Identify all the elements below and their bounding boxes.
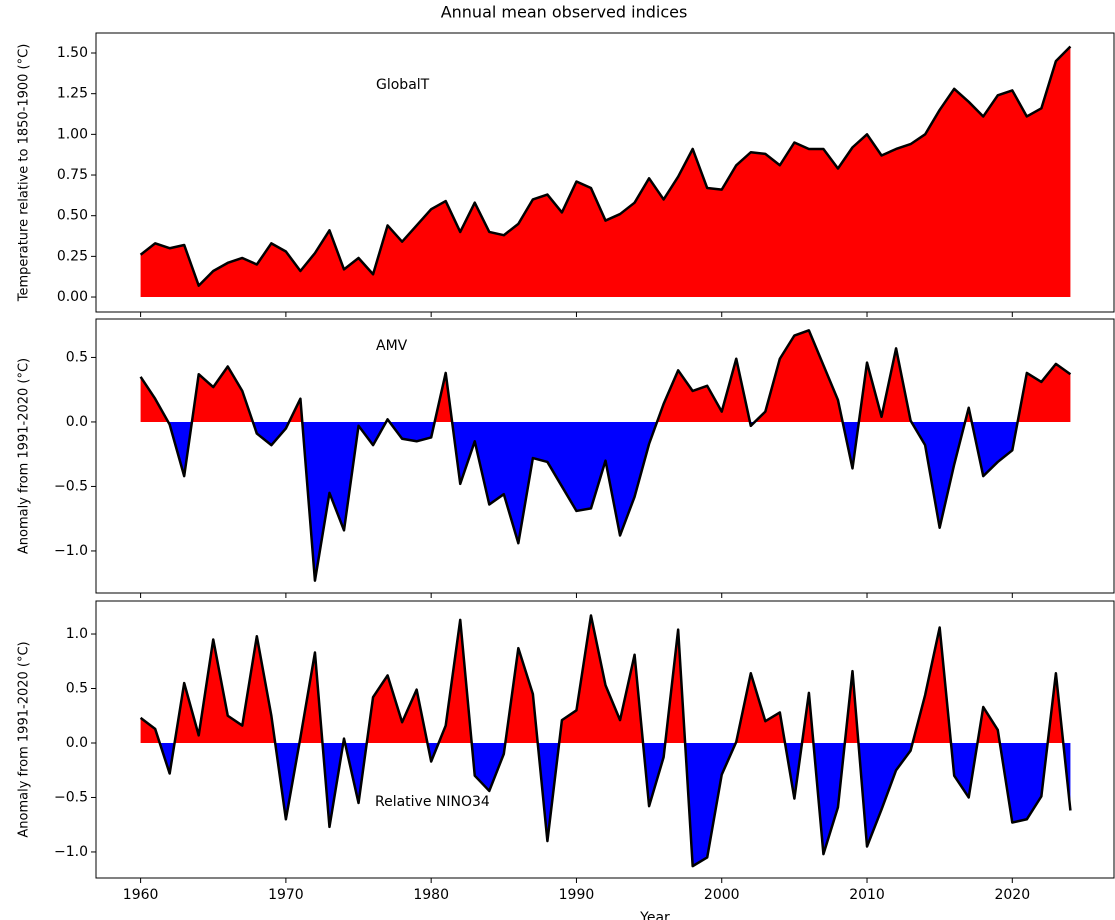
series-line (139, 45, 1072, 287)
x-tick-label: 1960 (123, 887, 159, 903)
y-axis-label: Anomaly from 1991-2020 (°C) (17, 641, 32, 837)
axes-frame (95, 32, 1115, 313)
y-tick-label: 0.0 (66, 735, 88, 751)
y-tick-label: −0.5 (54, 478, 88, 494)
series-line (139, 614, 1072, 868)
annotation: Relative NINO34 (375, 794, 490, 810)
positive-area (140, 330, 1071, 422)
y-tick-label: 0.50 (57, 208, 88, 224)
figure-title: Annual mean observed indices (441, 3, 688, 22)
x-tick-label: 2010 (849, 887, 885, 903)
negative-area (140, 421, 1071, 581)
x-tick-label: 2000 (704, 887, 740, 903)
y-tick-label: 1.00 (57, 126, 88, 142)
annotation: AMV (376, 338, 408, 354)
y-tick-label: 0.5 (66, 681, 88, 697)
y-tick-label: −0.5 (54, 789, 88, 805)
x-axis-label: Year (639, 910, 670, 920)
x-tick-label: 1980 (413, 887, 449, 903)
y-tick-label: 0.25 (57, 248, 88, 264)
x-tick-label: 1990 (559, 887, 595, 903)
y-tick-label: 0.0 (66, 414, 88, 430)
y-axis-label: Anomaly from 1991-2020 (°C) (17, 358, 32, 554)
series-line (139, 329, 1072, 582)
negative-area (140, 742, 1071, 867)
x-tick-label: 1970 (268, 887, 304, 903)
y-tick-label: 1.50 (57, 45, 88, 61)
y-tick-label: −1.0 (54, 543, 88, 559)
y-tick-label: 0.75 (57, 167, 88, 183)
axes-frame (95, 318, 1115, 594)
axes-frame (95, 600, 1115, 879)
annotation: GlobalT (376, 77, 430, 93)
y-tick-label: −1.0 (54, 844, 88, 860)
y-tick-label: 1.25 (57, 86, 88, 102)
y-axis-label: Temperature relative to 1850-1900 (°C) (17, 44, 32, 303)
y-tick-label: 0.5 (66, 349, 88, 365)
y-tick-label: 1.0 (66, 626, 88, 642)
positive-area (140, 615, 1071, 743)
x-tick-label: 2020 (994, 887, 1030, 903)
positive-area (140, 46, 1071, 298)
y-tick-label: 0.00 (57, 289, 88, 305)
